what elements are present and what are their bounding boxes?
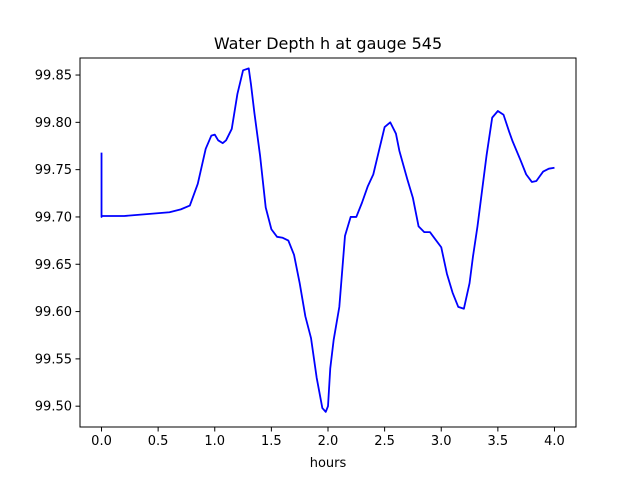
y-tick-label: 99.55 bbox=[35, 352, 72, 367]
y-tick-label: 99.80 bbox=[35, 116, 72, 131]
y-tick-label: 99.85 bbox=[35, 69, 72, 84]
y-tick-label: 99.70 bbox=[35, 210, 72, 225]
chart-title: Water Depth h at gauge 545 bbox=[214, 34, 442, 53]
y-tick-label: 99.50 bbox=[35, 400, 72, 415]
x-tick-label: 3.5 bbox=[488, 434, 509, 449]
y-axis: 99.50 99.55 99.60 99.65 99.70 99.75 99.80 99.85 bbox=[35, 69, 80, 415]
y-tick-label: 99.75 bbox=[35, 163, 72, 178]
x-tick-label: 1.0 bbox=[204, 434, 225, 449]
x-tick-label: 0.5 bbox=[148, 434, 169, 449]
x-tick-label: 4.0 bbox=[544, 434, 565, 449]
y-tick-label: 99.60 bbox=[35, 305, 72, 320]
x-tick-label: 3.0 bbox=[431, 434, 452, 449]
y-tick-label: 99.65 bbox=[35, 258, 72, 273]
x-tick-label: 2.0 bbox=[318, 434, 339, 449]
x-axis: 0.0 0.5 1.0 1.5 2.0 2.5 3.0 3.5 4.0 bbox=[91, 427, 565, 449]
x-axis-label: hours bbox=[310, 456, 347, 471]
series-line-0 bbox=[100, 67, 555, 413]
x-tick-label: 0.0 bbox=[91, 434, 112, 449]
x-tick-label: 1.5 bbox=[261, 434, 282, 449]
x-tick-label: 2.5 bbox=[374, 434, 395, 449]
